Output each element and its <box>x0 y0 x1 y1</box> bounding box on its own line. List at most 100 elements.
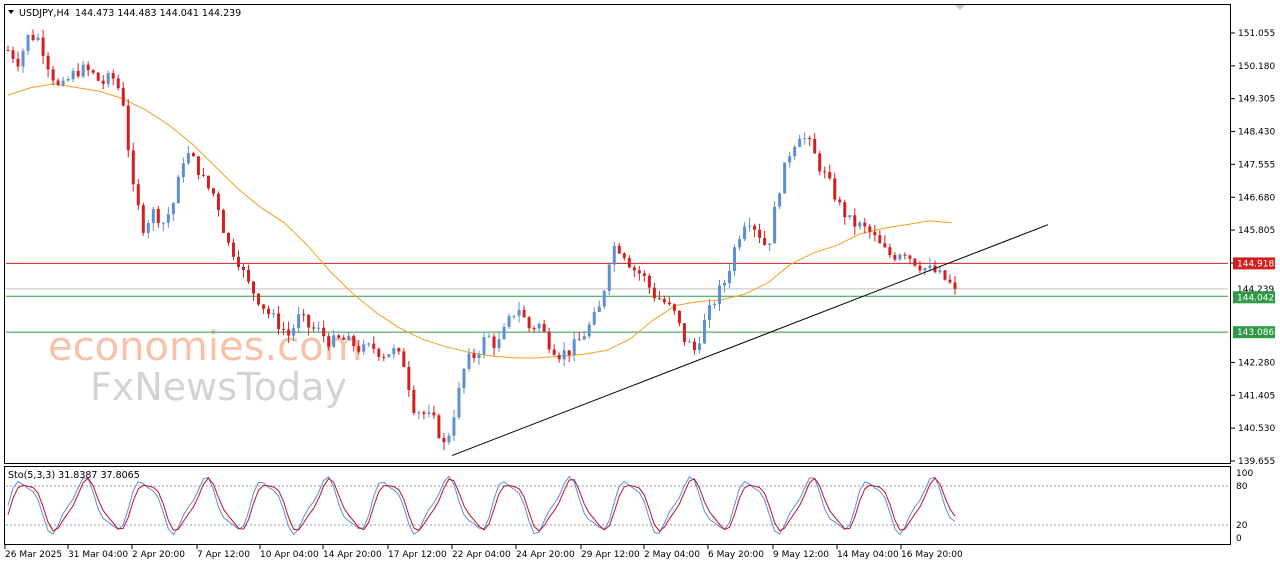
symbol-dropdown-icon[interactable] <box>8 10 14 14</box>
candle-body <box>407 367 411 390</box>
candle-body <box>231 242 235 257</box>
candle-body <box>577 339 581 341</box>
candle-body <box>71 70 75 80</box>
trendline[interactable] <box>451 224 1049 457</box>
candle-body <box>617 245 621 254</box>
candle-body <box>467 353 471 369</box>
candle-body <box>923 268 927 271</box>
stoch-axis-label: 0 <box>1236 534 1242 544</box>
candle-body <box>191 153 195 157</box>
candle-body <box>697 343 701 351</box>
candle-body <box>472 353 476 359</box>
candle-body <box>502 326 506 340</box>
candle-body <box>347 335 351 340</box>
x-tick-label: 22 Apr 04:00 <box>452 550 511 560</box>
candle-body <box>748 225 752 227</box>
candle-body <box>11 50 15 59</box>
candle-body <box>728 270 732 284</box>
candle-body <box>236 256 240 267</box>
candle-body <box>898 254 902 260</box>
y-tick-label: 148.430 <box>1238 128 1275 138</box>
candle-body <box>848 215 852 218</box>
candle-body <box>211 188 215 194</box>
candle-body <box>66 79 70 81</box>
candle-body <box>662 299 666 303</box>
candle-body <box>542 323 546 332</box>
candle-body <box>838 199 842 203</box>
candle-body <box>16 58 20 67</box>
candle-body <box>938 270 942 273</box>
candle-body <box>477 354 481 359</box>
y-tick-label: 139.655 <box>1238 457 1275 467</box>
candle-body <box>267 308 271 315</box>
candle-body <box>788 156 792 163</box>
candle-body <box>277 313 281 330</box>
candle-body <box>783 162 787 194</box>
candle-body <box>647 275 651 288</box>
candle-body <box>171 203 175 215</box>
candle-body <box>903 254 907 256</box>
candle-body <box>622 253 626 258</box>
candle-body <box>768 243 772 245</box>
x-tick-label: 29 Apr 12:00 <box>581 550 640 560</box>
candle-body <box>136 184 140 206</box>
candle-body <box>868 226 872 232</box>
candle-body <box>532 328 536 330</box>
candle-body <box>833 178 837 200</box>
stoch-label: Sto(5,3,3) 31.8387 37.8065 <box>8 470 140 481</box>
candle-body <box>547 331 551 350</box>
x-tick-label: 6 May 20:00 <box>708 550 764 560</box>
candle-body <box>337 335 341 338</box>
moving-average-line <box>7 83 953 359</box>
candle-body <box>76 70 80 77</box>
candle-body <box>457 387 461 418</box>
candle-body <box>567 350 571 356</box>
symbol-label: USDJPY,H4 <box>19 8 70 19</box>
x-tick-label: 2 May 04:00 <box>644 550 700 560</box>
current-price-label: 144.239 <box>1237 285 1274 295</box>
candle-body <box>813 138 817 154</box>
candle-body <box>412 389 416 413</box>
candle-body <box>492 336 496 349</box>
candle-body <box>557 354 561 360</box>
candle-body <box>823 171 827 173</box>
candle-body <box>247 269 251 282</box>
candle-body <box>843 202 847 218</box>
candle-body <box>427 412 431 415</box>
candle-body <box>81 64 85 77</box>
candle-body <box>692 341 696 351</box>
candle-body <box>497 339 501 349</box>
candle-body <box>707 305 711 320</box>
candle-body <box>627 257 631 268</box>
candle-body <box>307 314 311 328</box>
candle-body <box>432 412 436 416</box>
candle-body <box>166 214 170 223</box>
candle-body <box>803 138 807 140</box>
candle-body <box>657 298 661 300</box>
resistance-price-label: 144.918 <box>1237 259 1274 269</box>
candle-body <box>317 327 321 329</box>
candle-body <box>552 349 556 355</box>
candle-body <box>858 222 862 227</box>
candle-body <box>297 314 301 329</box>
candle-body <box>257 293 261 305</box>
candle-body <box>442 437 446 443</box>
support-price-label: 143.086 <box>1237 328 1274 338</box>
candle-body <box>778 193 782 207</box>
candle-body <box>292 328 296 336</box>
candle-body <box>517 309 521 316</box>
candle-body <box>758 229 762 238</box>
scroll-marker-icon[interactable] <box>955 5 965 10</box>
candle-body <box>116 78 120 89</box>
candle-body <box>287 329 291 336</box>
candle-body <box>718 285 722 304</box>
candle-body <box>642 273 646 276</box>
candle-body <box>672 304 676 311</box>
candle-body <box>86 64 90 71</box>
candle-body <box>186 153 190 164</box>
candle-body <box>888 247 892 256</box>
candle-body <box>402 351 406 368</box>
ohlc-values: 144.473 144.483 144.041 144.239 <box>75 8 241 19</box>
candle-body <box>487 336 491 338</box>
